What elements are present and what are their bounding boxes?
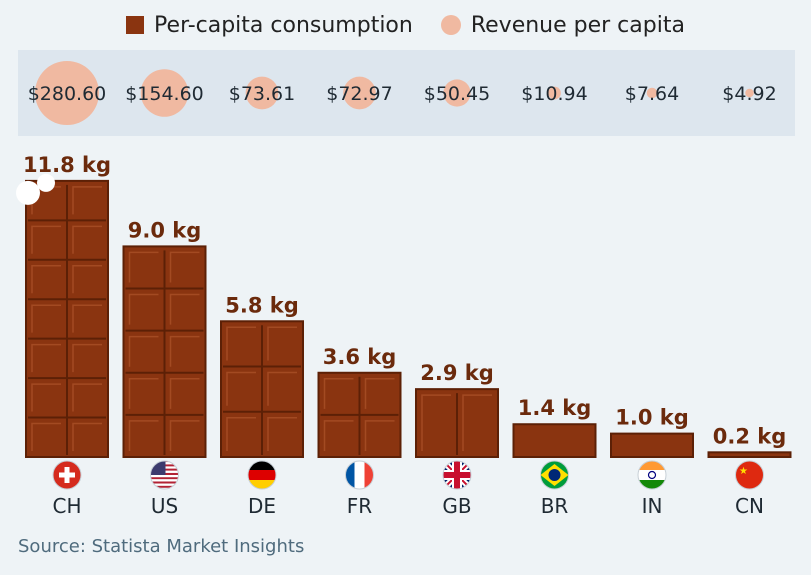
flag-cn-icon: ★ (735, 460, 764, 490)
svg-text:★: ★ (739, 466, 748, 477)
revenue-label-cn: $4.92 (722, 83, 776, 105)
legend-item-revenue: Revenue per capita (440, 12, 685, 38)
consumption-bar-ch (16, 173, 109, 458)
flag-ch-icon (52, 460, 82, 490)
consumption-bar-br (512, 423, 597, 458)
consumption-bar-fr (317, 371, 402, 459)
flag-in-icon (637, 460, 667, 490)
consumption-label-us: 9.0 kg (128, 218, 202, 242)
legend-swatch-bubble (440, 15, 461, 35)
consumption-label-gb: 2.9 kg (420, 361, 494, 385)
legend-swatch-bar (126, 16, 145, 34)
revenue-bubble-fr (343, 76, 376, 110)
consumption-bar-in (610, 432, 694, 459)
consumption-label-in: 1.0 kg (615, 406, 689, 430)
revenue-bubble-us (140, 69, 189, 117)
consumption-label-fr: 3.6 kg (323, 345, 397, 369)
consumption-bar-gb (415, 388, 499, 459)
consumption-label-de: 5.8 kg (225, 293, 299, 317)
revenue-label-br: $10.94 (521, 83, 587, 105)
revenue-label-gb: $50.45 (424, 83, 490, 105)
flag-fr-icon (345, 460, 374, 490)
consumption-bar-us (122, 245, 207, 458)
category-label-us: US (151, 494, 178, 518)
revenue-bubble-br (548, 86, 561, 100)
revenue-label-in: $7.64 (625, 83, 679, 105)
consumption-bar-de (220, 320, 304, 458)
revenue-bubble-cn (745, 88, 754, 98)
revenue-label-ch: $280.60 (28, 83, 107, 105)
source-note: Source: Statista Market Insights (18, 536, 305, 557)
category-label-in: IN (642, 494, 663, 518)
revenue-bubble-ch (35, 61, 99, 125)
consumption-bar-cn (707, 451, 792, 459)
revenue-bubble-in (646, 87, 658, 99)
consumption-label-cn: 0.2 kg (713, 424, 787, 448)
revenue-bubble-de (245, 76, 279, 110)
category-label-cn: CN (735, 494, 764, 518)
category-label-de: DE (248, 494, 276, 518)
flag-us-icon (150, 460, 179, 490)
legend-item-consumption: Per-capita consumption (126, 13, 413, 38)
legend-label-revenue: Revenue per capita (470, 12, 685, 38)
flag-gb-icon (442, 460, 472, 490)
consumption-label-br: 1.4 kg (518, 396, 592, 420)
legend: Per-capita consumption Revenue per capit… (0, 0, 811, 50)
revenue-label-fr: $72.97 (326, 83, 392, 105)
legend-label-consumption: Per-capita consumption (154, 12, 413, 38)
category-label-ch: CH (52, 494, 81, 518)
revenue-label-de: $73.61 (229, 83, 295, 105)
flag-de-icon (247, 460, 277, 490)
category-label-fr: FR (347, 494, 373, 518)
category-label-gb: GB (442, 494, 471, 518)
revenue-bubble-gb (443, 79, 471, 107)
flag-br-icon (540, 460, 569, 490)
consumption-label-ch: 11.8 kg (23, 153, 111, 177)
revenue-label-us: $154.60 (125, 83, 204, 105)
category-label-br: BR (541, 494, 569, 518)
